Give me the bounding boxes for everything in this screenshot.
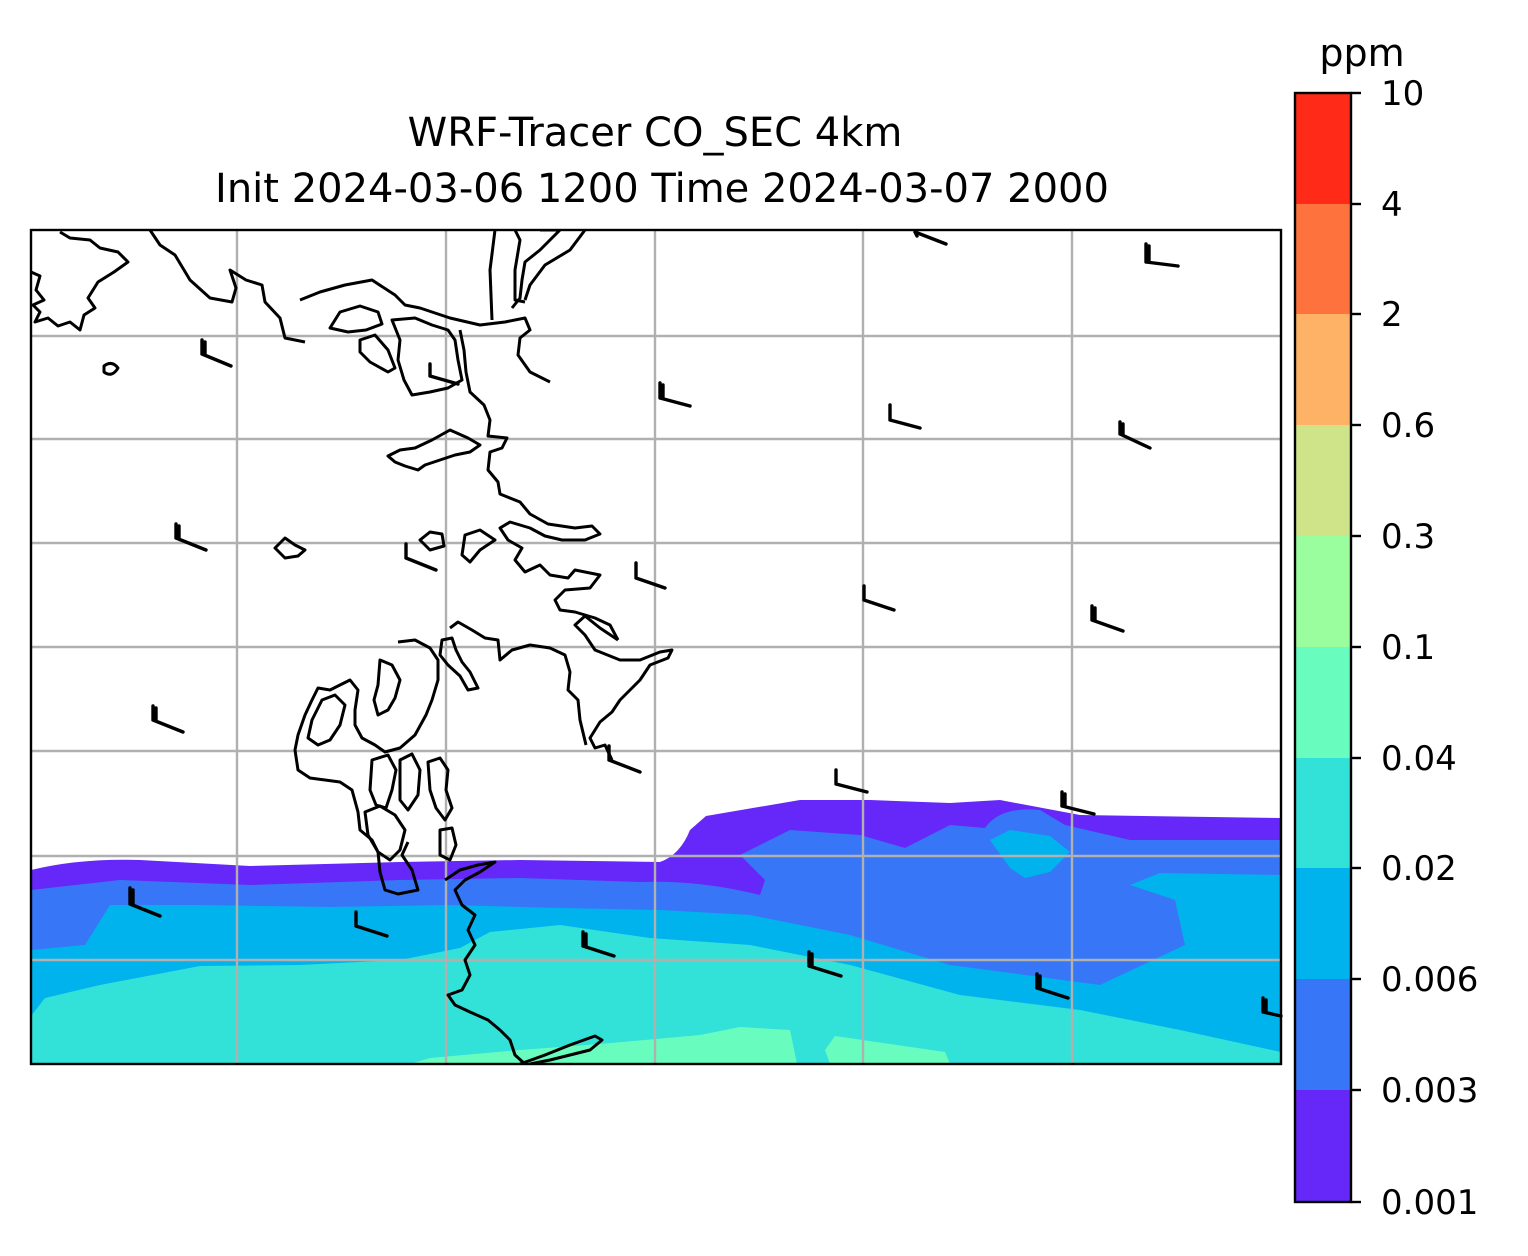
colorbar-tick-label: 4 <box>1381 185 1403 225</box>
colorbar-segment <box>1295 979 1351 1090</box>
coastline <box>368 753 398 810</box>
colorbar-segment <box>1295 314 1351 425</box>
wind-barb <box>151 704 185 734</box>
coastline <box>460 528 497 564</box>
coastline <box>449 620 588 746</box>
wind-barb <box>1144 242 1180 268</box>
colorbar-segment <box>1295 93 1351 204</box>
coastline <box>438 826 458 862</box>
coastline <box>363 804 407 862</box>
colorbar-tick-label: 0.02 <box>1381 849 1457 889</box>
colorbar-tick-label: 0.04 <box>1381 739 1457 779</box>
colorbar-tick-label: 2 <box>1381 295 1403 335</box>
coastline <box>293 638 440 896</box>
coastline <box>273 536 307 560</box>
title-line-1: WRF-Tracer CO_SEC 4km <box>408 110 903 156</box>
wind-barb <box>1035 972 1070 1000</box>
colorbar-tick-label: 0.3 <box>1381 517 1435 557</box>
coastline <box>418 530 446 552</box>
wind-barb <box>1090 604 1125 633</box>
coastline <box>102 361 120 376</box>
colorbar-unit-label: ppm <box>1319 31 1404 75</box>
coastline <box>573 614 674 761</box>
colorbar-ticks <box>1351 91 1361 1204</box>
colorbar-segment <box>1295 1090 1351 1202</box>
wind-barb <box>834 768 869 794</box>
colorbar-tick-labels: 0.001 0.003 0.006 0.02 0.04 0.1 0.3 0.6 … <box>1381 74 1478 1223</box>
coastline <box>519 1034 604 1064</box>
wind-barb <box>658 381 692 408</box>
colorbar-tick-label: 0.6 <box>1381 406 1435 446</box>
colorbar-segment <box>1295 758 1351 868</box>
colorbar-segment <box>1295 868 1351 979</box>
coastline <box>328 304 384 334</box>
coastlines <box>31 230 674 1064</box>
colorbar-segments <box>1295 93 1351 1202</box>
coastline <box>148 230 306 344</box>
coastline <box>458 329 620 641</box>
coastline <box>398 752 422 812</box>
wind-barb <box>607 744 642 774</box>
wind-barb <box>1060 790 1096 816</box>
colorbar-segment <box>1295 647 1351 758</box>
coastline <box>386 428 482 472</box>
colorbar: ppm 0.001 0 <box>1293 31 1478 1223</box>
wind-barb <box>428 362 460 386</box>
wind-barb <box>354 910 389 938</box>
coastline <box>358 333 397 374</box>
wind-barb <box>404 542 438 572</box>
map-frame <box>29 228 1283 1066</box>
wind-barb <box>1118 420 1152 450</box>
coastline <box>299 278 551 384</box>
colorbar-segment <box>1295 204 1351 314</box>
wind-barbs <box>128 230 1283 1018</box>
wind-barb <box>888 403 922 430</box>
colorbar-tick-label: 0.001 <box>1381 1183 1478 1223</box>
wind-barb <box>862 584 896 612</box>
coastline <box>372 658 402 717</box>
colorbar-tick-label: 0.003 <box>1381 1071 1478 1111</box>
contour-fill-0.04 <box>410 1027 797 1064</box>
coastline <box>444 860 527 1064</box>
wind-barb <box>581 930 616 958</box>
map-panel <box>29 228 1283 1066</box>
wind-barb <box>200 338 233 368</box>
colorbar-segment <box>1295 425 1351 536</box>
wind-barb <box>913 230 948 246</box>
colorbar-tick-label: 0.006 <box>1381 960 1478 1000</box>
contour-fill-0.04-patch <box>825 1036 950 1064</box>
coastline <box>438 636 480 692</box>
gridlines <box>31 230 1281 1064</box>
wind-barb <box>634 561 667 590</box>
title-line-2: Init 2024-03-06 1200 Time 2024-03-07 200… <box>215 166 1109 212</box>
wind-barb <box>807 950 843 978</box>
coastline <box>523 230 587 301</box>
wind-barb <box>128 886 162 918</box>
colorbar-tick-label: 0.1 <box>1381 628 1435 668</box>
contour-fill-0.006-patch <box>990 830 1070 878</box>
wind-barb <box>1261 996 1283 1018</box>
coastline <box>31 230 130 332</box>
coastline <box>426 756 454 822</box>
colorbar-segment <box>1295 536 1351 647</box>
coastline <box>510 230 562 309</box>
coastline <box>306 693 347 747</box>
colorbar-tick-label: 10 <box>1381 74 1424 114</box>
wind-barb <box>174 522 208 552</box>
